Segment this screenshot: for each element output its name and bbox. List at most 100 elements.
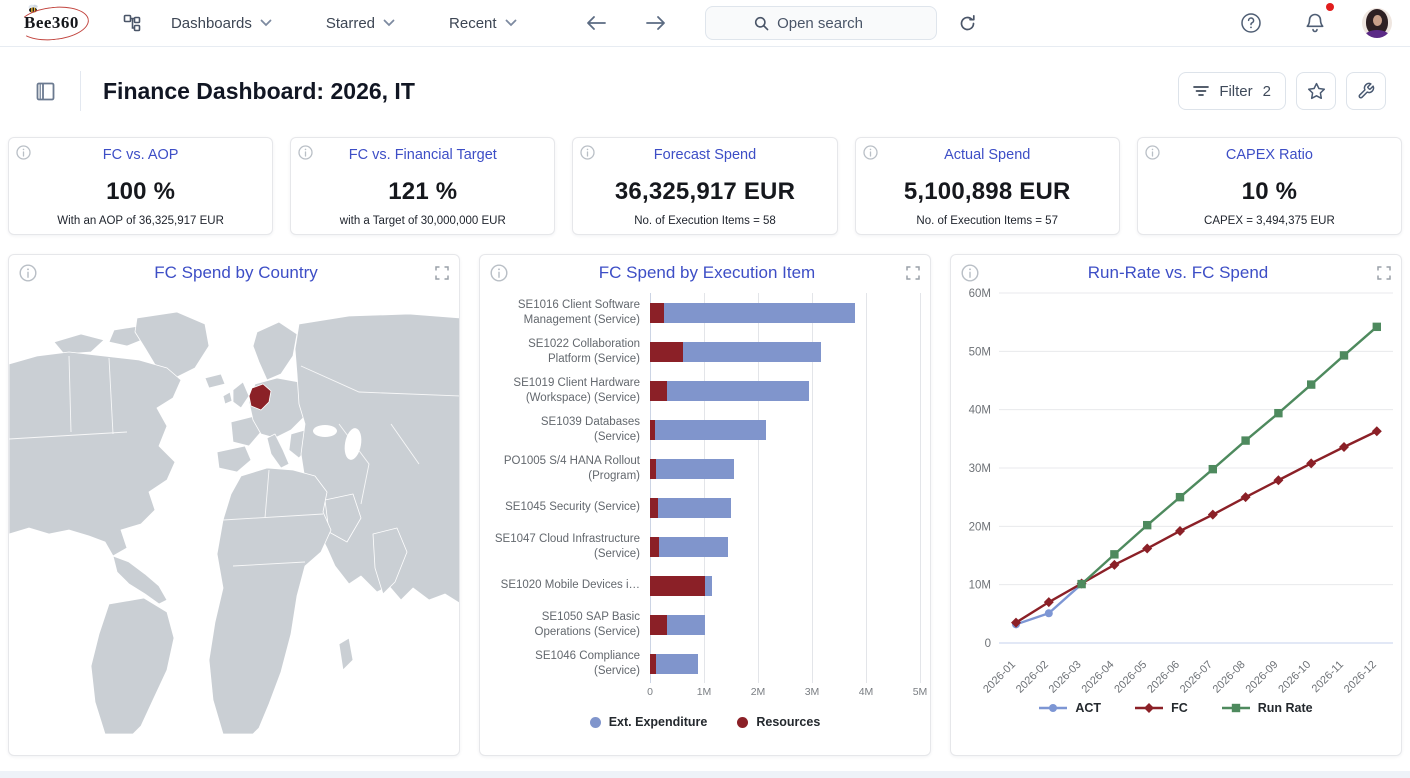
legend-item-fc[interactable]: FC [1135, 701, 1188, 715]
help-icon[interactable] [1234, 6, 1268, 40]
bar-segment-ext-expenditure[interactable] [705, 576, 712, 596]
line-y-tick: 10M [969, 580, 991, 592]
user-avatar[interactable] [1362, 8, 1392, 38]
data-point-act[interactable] [1045, 609, 1053, 617]
info-icon[interactable] [580, 145, 595, 160]
avatar-face-front [1373, 15, 1382, 26]
data-point-run-rate[interactable] [1307, 380, 1315, 388]
legend-item-ext-expenditure[interactable]: Ext. Expenditure [590, 715, 708, 729]
bar-segment-ext-expenditure[interactable] [658, 498, 731, 518]
data-point-fc[interactable] [1372, 426, 1382, 436]
bar-segment-ext-expenditure[interactable] [667, 381, 809, 401]
bar-segment-resources[interactable] [650, 498, 658, 518]
bar-segment-ext-expenditure[interactable] [683, 342, 821, 362]
data-point-run-rate[interactable] [1209, 465, 1217, 473]
menu-starred[interactable]: Starred [326, 15, 395, 32]
sidebar-toggle-icon[interactable] [28, 74, 62, 108]
legend-marker [1039, 702, 1067, 714]
bar-segment-resources[interactable] [650, 342, 683, 362]
info-icon[interactable] [19, 264, 37, 282]
line-chart[interactable]: 010M20M30M40M50M60M2026-012026-022026-03… [951, 287, 1402, 699]
info-icon[interactable] [16, 145, 31, 160]
kpi-value: 36,325,917 EUR [583, 178, 826, 206]
data-point-fc[interactable] [1241, 492, 1251, 502]
bar-segment-resources[interactable] [650, 537, 659, 557]
bar-segment-ext-expenditure[interactable] [656, 654, 698, 674]
sitemap-icon[interactable] [115, 6, 149, 40]
kpi-title: FC vs. AOP [19, 147, 262, 163]
data-point-run-rate[interactable] [1373, 323, 1381, 331]
back-arrow-icon[interactable] [579, 6, 613, 40]
line-y-tick: 50M [969, 346, 991, 358]
data-point-fc[interactable] [1142, 544, 1152, 554]
bar-row: SE1045 Security (Service) [492, 488, 918, 527]
wrench-button[interactable] [1346, 72, 1386, 110]
refresh-icon[interactable] [951, 6, 985, 40]
data-point-run-rate[interactable] [1241, 436, 1249, 444]
search-box[interactable] [705, 6, 937, 40]
menu-recent[interactable]: Recent [449, 15, 517, 32]
legend-item-act[interactable]: ACT [1039, 701, 1101, 715]
search-input[interactable] [777, 15, 887, 32]
legend-item-resources[interactable]: Resources [737, 715, 820, 729]
data-point-fc[interactable] [1339, 442, 1349, 452]
bar-category-label: SE1039 Databases (Service) [492, 415, 640, 445]
bar-track [650, 459, 734, 479]
info-icon[interactable] [863, 145, 878, 160]
bar-segment-resources[interactable] [650, 303, 664, 323]
notifications-bell-icon[interactable] [1298, 6, 1332, 40]
line-series-run-rate[interactable] [1082, 327, 1377, 584]
line-x-tick: 2026-02 [1014, 659, 1051, 696]
filter-button[interactable]: Filter 2 [1178, 72, 1286, 110]
line-y-tick: 60M [969, 288, 991, 300]
expand-icon[interactable] [906, 266, 920, 280]
data-point-run-rate[interactable] [1274, 409, 1282, 417]
star-icon [1307, 82, 1326, 100]
app-logo[interactable]: Bee360 [18, 9, 89, 37]
data-point-run-rate[interactable] [1077, 580, 1085, 588]
bar-x-tick: 0 [647, 686, 653, 698]
data-point-run-rate[interactable] [1176, 493, 1184, 501]
forward-arrow-icon[interactable] [639, 6, 673, 40]
search-icon [754, 16, 769, 31]
bar-segment-ext-expenditure[interactable] [656, 459, 733, 479]
legend-item-run-rate[interactable]: Run Rate [1222, 701, 1313, 715]
legend-label: Ext. Expenditure [609, 715, 708, 729]
data-point-fc[interactable] [1175, 526, 1185, 536]
bar-segment-ext-expenditure[interactable] [664, 303, 856, 323]
data-point-fc[interactable] [1109, 560, 1119, 570]
bar-segment-resources[interactable] [650, 615, 667, 635]
bar-x-tick: 3M [805, 686, 820, 698]
data-point-fc[interactable] [1273, 475, 1283, 485]
bar-segment-ext-expenditure[interactable] [659, 537, 729, 557]
data-point-run-rate[interactable] [1110, 550, 1118, 558]
info-icon[interactable] [490, 264, 508, 282]
bee-icon [26, 4, 40, 14]
kpi-value: 5,100,898 EUR [866, 178, 1109, 206]
bar-segment-ext-expenditure[interactable] [667, 615, 705, 635]
data-point-fc[interactable] [1306, 458, 1316, 468]
bar-category-label: SE1047 Cloud Infrastructure (Service) [492, 532, 640, 562]
bar-chart[interactable]: SE1016 Client Software Management (Servi… [480, 287, 930, 729]
bar-track [650, 342, 821, 362]
info-icon[interactable] [1145, 145, 1160, 160]
menu-dashboards[interactable]: Dashboards [171, 15, 272, 32]
bar-segment-resources[interactable] [650, 576, 705, 596]
bar-x-tick: 5M [913, 686, 928, 698]
kpi-card-actual-spend: Actual Spend 5,100,898 EUR No. of Execut… [855, 137, 1120, 235]
info-icon[interactable] [961, 264, 979, 282]
data-point-run-rate[interactable] [1340, 351, 1348, 359]
expand-icon[interactable] [435, 266, 449, 280]
data-point-fc[interactable] [1208, 510, 1218, 520]
expand-icon[interactable] [1377, 266, 1391, 280]
line-x-tick: 2026-10 [1276, 659, 1313, 696]
bar-segment-resources[interactable] [650, 381, 667, 401]
kpi-card-fc-vs-target: FC vs. Financial Target 121 % with a Tar… [290, 137, 555, 235]
bar-track [650, 420, 766, 440]
legend-label: Run Rate [1258, 701, 1313, 715]
star-button[interactable] [1296, 72, 1336, 110]
data-point-run-rate[interactable] [1143, 521, 1151, 529]
info-icon[interactable] [298, 145, 313, 160]
world-map[interactable] [9, 291, 460, 747]
bar-segment-ext-expenditure[interactable] [655, 420, 766, 440]
